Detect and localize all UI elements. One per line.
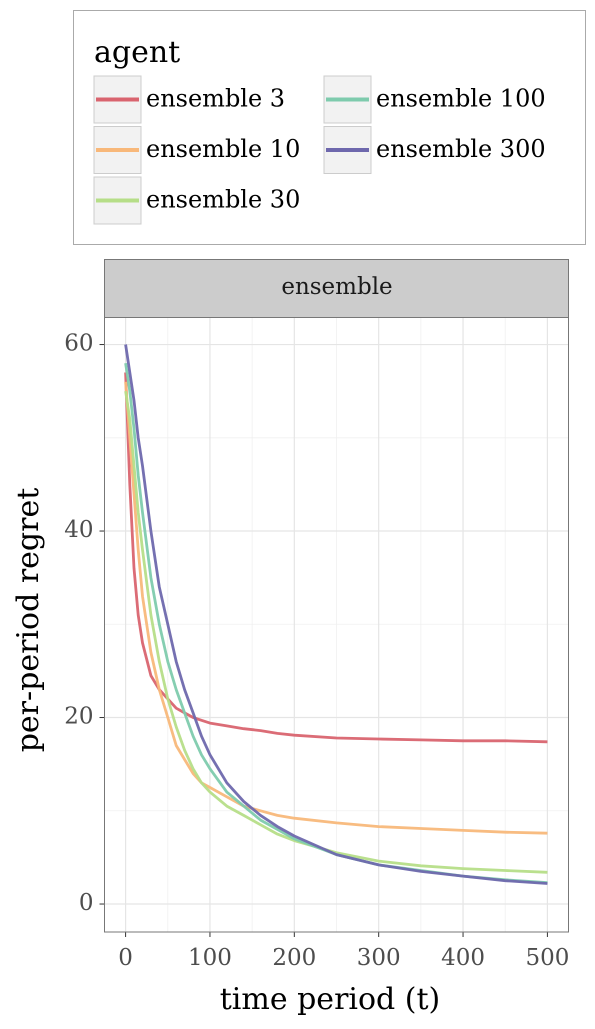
y-tick-label: 0 <box>79 890 94 916</box>
facet-label: ensemble <box>281 274 392 300</box>
x-tick-label: 200 <box>272 945 316 971</box>
legend-label: ensemble 100 <box>376 85 546 113</box>
series-line <box>124 390 548 874</box>
legend-label: ensemble 30 <box>146 186 300 214</box>
facet-strip <box>104 259 569 318</box>
series-line <box>124 344 548 885</box>
legend-label: ensemble 300 <box>376 135 546 163</box>
legend-label: ensemble 3 <box>146 85 285 113</box>
x-tick-label: 100 <box>188 945 232 971</box>
legend-title: agent <box>94 35 180 70</box>
x-axis-title: time period (t) <box>220 982 441 1017</box>
y-tick-label: 20 <box>64 704 93 730</box>
y-tick-label: 40 <box>64 517 93 543</box>
x-tick-label: 500 <box>525 945 569 971</box>
x-tick-label: 400 <box>441 945 485 971</box>
legend-label: ensemble 10 <box>146 135 300 163</box>
series-line <box>124 372 548 744</box>
x-tick-label: 300 <box>357 945 401 971</box>
x-tick-label: 0 <box>118 945 133 971</box>
y-tick-label: 60 <box>64 331 93 357</box>
y-axis-title: per-period regret <box>11 488 46 753</box>
panel-border <box>104 317 569 933</box>
series-line <box>124 381 548 835</box>
